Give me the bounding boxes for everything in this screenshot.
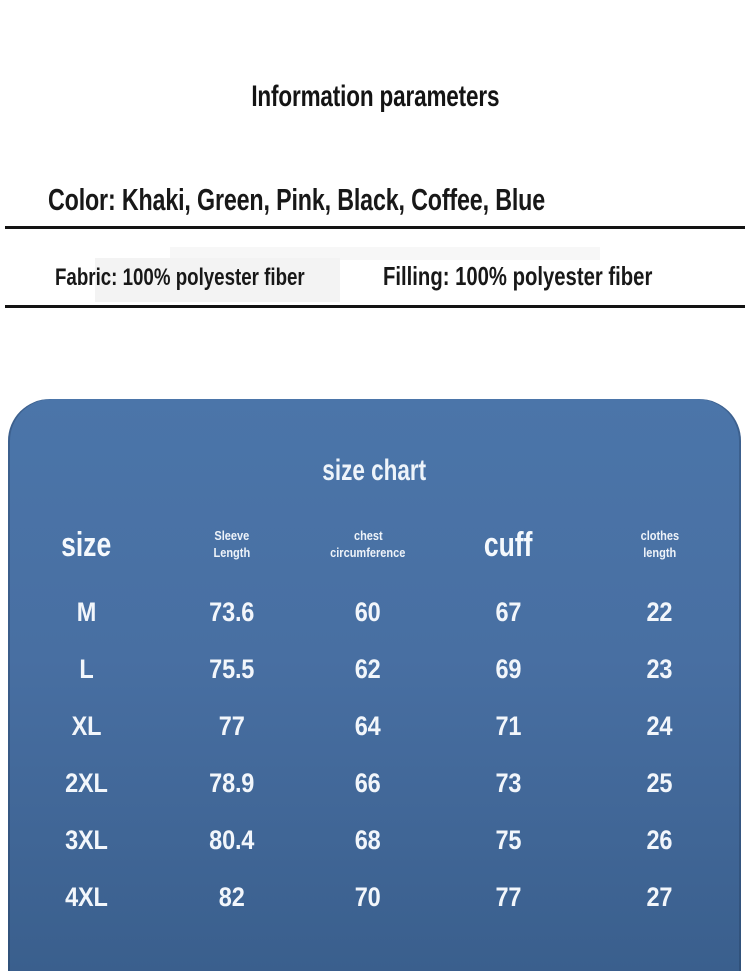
table-cell: 75 [494, 825, 521, 855]
table-cell: 60 [354, 597, 381, 627]
column-header-chest-circumference: chest circumference [330, 529, 406, 560]
table-cell: 82 [218, 882, 245, 912]
row-size-label: 3XL [65, 825, 108, 855]
table-cell: 67 [494, 597, 521, 627]
table-cell: 70 [354, 882, 381, 912]
row-size-label: 4XL [65, 882, 108, 912]
table-cell: 25 [646, 768, 673, 798]
divider-bottom [5, 305, 745, 308]
table-cell: 68 [354, 825, 381, 855]
color-info-text: Color: Khaki, Green, Pink, Black, Coffee… [48, 182, 545, 217]
table-cell: 80.4 [209, 825, 255, 855]
table-cell: 64 [354, 711, 381, 741]
column-header-clothes-length: clothes length [640, 529, 679, 560]
row-size-label: 2XL [65, 768, 108, 798]
table-cell: 73.6 [209, 597, 255, 627]
table-cell: 23 [646, 654, 673, 684]
page-title-text: Information parameters [250, 80, 500, 113]
row-size-label: L [79, 654, 94, 684]
divider-top [5, 226, 745, 229]
size-chart-panel: size chart size Sleeve Length chest circ… [8, 399, 741, 971]
fabric-info-text: Fabric: 100% polyester fiber [55, 264, 305, 291]
table-cell: 71 [494, 711, 521, 741]
table-cell: 22 [646, 597, 673, 627]
color-info: Color: Khaki, Green, Pink, Black, Coffee… [48, 182, 711, 218]
size-chart-title: size chart [8, 453, 741, 489]
column-header-sleeve-length: Sleeve Length [213, 529, 250, 560]
table-cell: 66 [354, 768, 381, 798]
table-cell: 73 [494, 768, 521, 798]
size-chart-table: size Sleeve Length chest circumference c… [8, 506, 741, 926]
column-header-size: size [61, 525, 112, 564]
watermark-artifact [95, 258, 340, 302]
table-cell: 26 [646, 825, 673, 855]
table-cell: 24 [646, 711, 673, 741]
table-cell: 77 [218, 711, 245, 741]
table-cell: 69 [494, 654, 521, 684]
column-header-cuff: cuff [483, 525, 533, 564]
table-cell: 62 [354, 654, 381, 684]
table-cell: 75.5 [209, 654, 255, 684]
fabric-info: Fabric: 100% polyester fiber [55, 264, 375, 292]
watermark-artifact [170, 247, 600, 260]
table-cell: 77 [494, 882, 521, 912]
row-size-label: XL [71, 711, 102, 741]
page-title: Information parameters [0, 80, 750, 114]
row-size-label: M [76, 597, 97, 627]
table-cell: 27 [646, 882, 673, 912]
size-chart-title-text: size chart [322, 454, 427, 487]
filling-info-text: Filling: 100% polyester fiber [383, 261, 653, 291]
filling-info: Filling: 100% polyester fiber [383, 261, 728, 292]
table-cell: 78.9 [209, 768, 255, 798]
